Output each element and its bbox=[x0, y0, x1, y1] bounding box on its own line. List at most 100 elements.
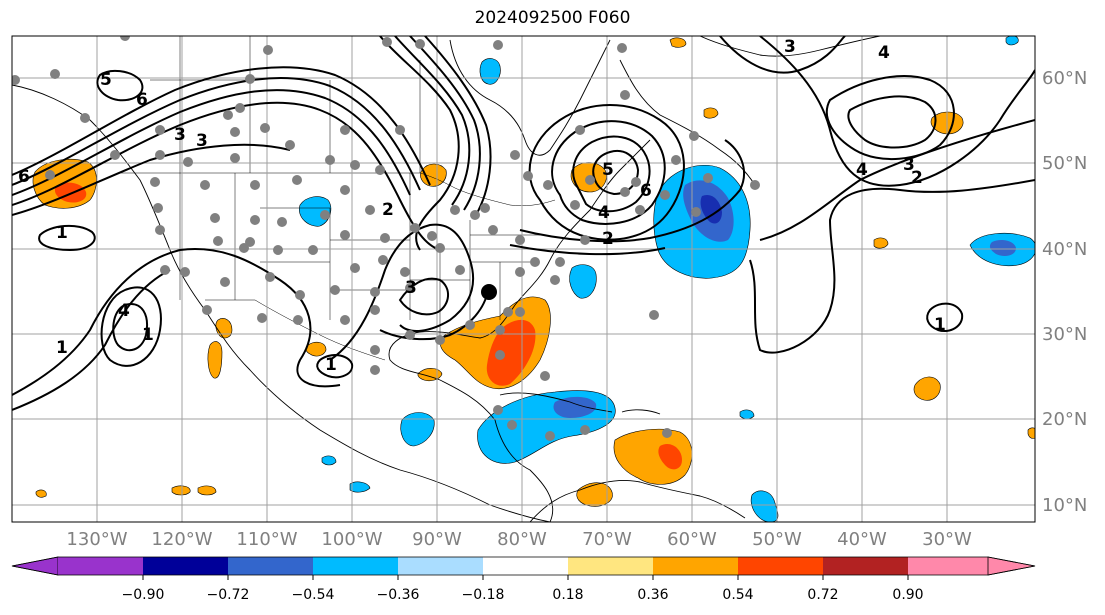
shade-positive-great-lakes bbox=[420, 163, 447, 187]
coast-hudson bbox=[449, 39, 611, 156]
contour-great-lakes-trough-2 bbox=[394, 36, 471, 206]
shade-negative-carolina bbox=[569, 264, 597, 299]
colorbar-segment bbox=[908, 557, 988, 575]
colorbar-tick-label: 0.90 bbox=[892, 587, 923, 603]
contour-west-small-low bbox=[38, 224, 96, 252]
shade-positive-east-atlantic bbox=[913, 376, 941, 401]
contour-west-ridge-4 bbox=[12, 66, 431, 186]
colorbar: −0.90 −0.72 −0.54 −0.36 −0.18 0.18 0.36 … bbox=[11, 556, 1036, 603]
lat-label: 30°N bbox=[1042, 324, 1087, 345]
shade-positive-greenland bbox=[669, 37, 687, 48]
colorbar-tick-label: 0.72 bbox=[807, 587, 838, 603]
lon-label: 110°W bbox=[236, 529, 297, 550]
contour-label: 3 bbox=[196, 131, 208, 151]
colorbar-tick-label: 0.18 bbox=[552, 587, 583, 603]
contour-southwest-2 bbox=[12, 269, 171, 411]
station-markers bbox=[12, 36, 760, 441]
contour-label: 4 bbox=[878, 43, 890, 63]
shade-positive-central-atl bbox=[873, 237, 889, 249]
contour-label: 2 bbox=[382, 200, 394, 220]
map-frame bbox=[11, 35, 1036, 523]
colorbar-tick-label: −0.36 bbox=[377, 587, 420, 603]
contour-east-small-low bbox=[926, 302, 964, 332]
colorbar-extend-high bbox=[987, 556, 1036, 576]
shade-positive-far-west bbox=[35, 489, 47, 498]
contour-label: 1 bbox=[325, 355, 337, 375]
contour-labels: 5 6 6 3 3 1 4 2 1 3 1 5 6 4 2 4 3 4 3 2 … bbox=[18, 37, 946, 375]
colorbar-segment bbox=[58, 557, 143, 575]
map-title: 2024092500 F060 bbox=[474, 8, 631, 28]
contour-label: 4 bbox=[856, 160, 868, 180]
contour-label: 4 bbox=[598, 203, 610, 223]
contour-southwest-low-2 bbox=[112, 303, 148, 352]
colorbar-tick-label: −0.90 bbox=[122, 587, 165, 603]
contour-atlantic-trough-2 bbox=[509, 244, 666, 256]
colorbar-tick-label: 0.36 bbox=[637, 587, 668, 603]
contour-label: 3 bbox=[903, 155, 915, 175]
shade-positive-east-caribbean bbox=[613, 428, 693, 485]
contour-label: 6 bbox=[18, 167, 30, 187]
contour-north-small-low bbox=[96, 69, 144, 102]
contour-pacific-small bbox=[316, 354, 354, 379]
colorbar-segment bbox=[143, 557, 228, 575]
colorbar-tick-label: −0.18 bbox=[462, 587, 505, 603]
contour-label: 4 bbox=[118, 301, 130, 321]
coast-south-america bbox=[529, 479, 746, 522]
colorbar-segment bbox=[228, 557, 313, 575]
coast-west-north-america bbox=[12, 84, 551, 522]
contour-label: 5 bbox=[100, 70, 112, 90]
shade-negative-north-small bbox=[1005, 36, 1019, 46]
colorbar-segment bbox=[398, 557, 483, 575]
contour-mid-atlantic-2 bbox=[719, 36, 846, 74]
contour-label: 6 bbox=[136, 90, 148, 110]
contour-gulf-2 bbox=[398, 277, 449, 316]
lon-label: 100°W bbox=[321, 529, 382, 550]
lon-label: 30°W bbox=[922, 529, 972, 550]
shade-negative-pac-small-2 bbox=[321, 455, 337, 466]
shade-negative-sea-small bbox=[739, 409, 755, 420]
contour-label: 1 bbox=[934, 315, 946, 335]
contour-mid-atlantic-1 bbox=[759, 36, 1035, 187]
colorbar-segment bbox=[483, 557, 568, 575]
colorbar-tick-label: 0.54 bbox=[722, 587, 753, 603]
contour-great-lakes-trough-3 bbox=[409, 36, 481, 211]
shade-positive-east-caribbean-core bbox=[658, 443, 682, 470]
colorbar-segment bbox=[568, 557, 653, 575]
contour-label: 5 bbox=[602, 160, 614, 180]
coast-hispaniola bbox=[621, 409, 661, 415]
contour-label: 6 bbox=[640, 181, 652, 201]
colorbar-tick-label: −0.54 bbox=[292, 587, 335, 603]
shade-negative-pac-small bbox=[349, 481, 371, 493]
shade-positive-gulf-core bbox=[486, 319, 536, 386]
shade-positive-pacific bbox=[171, 485, 191, 496]
colorbar-ticks bbox=[142, 575, 909, 580]
coastlines bbox=[12, 36, 881, 522]
contour-atlantic-trough-1 bbox=[519, 139, 745, 243]
colorbar-outline bbox=[11, 556, 1036, 576]
shade-positive-gulf-west bbox=[417, 368, 443, 382]
lon-label: 50°W bbox=[752, 529, 802, 550]
contour-label: 1 bbox=[142, 325, 154, 345]
contour-east-1 bbox=[749, 179, 1035, 354]
shade-negative-atlantic-inner bbox=[700, 194, 722, 224]
contour-great-lakes-trough bbox=[379, 36, 460, 251]
shade-negative-mexico bbox=[400, 412, 435, 447]
contour-north-atlantic-low-2 bbox=[551, 120, 666, 225]
contour-great-lakes-trough-4 bbox=[424, 36, 492, 216]
coast-labrador bbox=[619, 59, 756, 186]
colorbar-tick-label: −0.72 bbox=[207, 587, 250, 603]
shade-negative-alaska bbox=[479, 58, 501, 85]
contour-southwest-low bbox=[100, 286, 162, 367]
coast-gulf-atlantic bbox=[388, 139, 651, 522]
contour-label: 1 bbox=[56, 223, 68, 243]
shade-positive-pacific-2 bbox=[197, 485, 217, 496]
border-us-canada bbox=[120, 172, 556, 207]
contour-west-ridge-1 bbox=[12, 101, 441, 251]
shade-positive-baja bbox=[207, 341, 223, 379]
contour-north-atlantic-low-3 bbox=[572, 135, 651, 213]
lat-label: 60°N bbox=[1042, 68, 1087, 89]
contour-mid-atlantic-3 bbox=[825, 75, 955, 161]
lat-label: 20°N bbox=[1042, 409, 1087, 430]
contour-label: 3 bbox=[405, 278, 417, 298]
